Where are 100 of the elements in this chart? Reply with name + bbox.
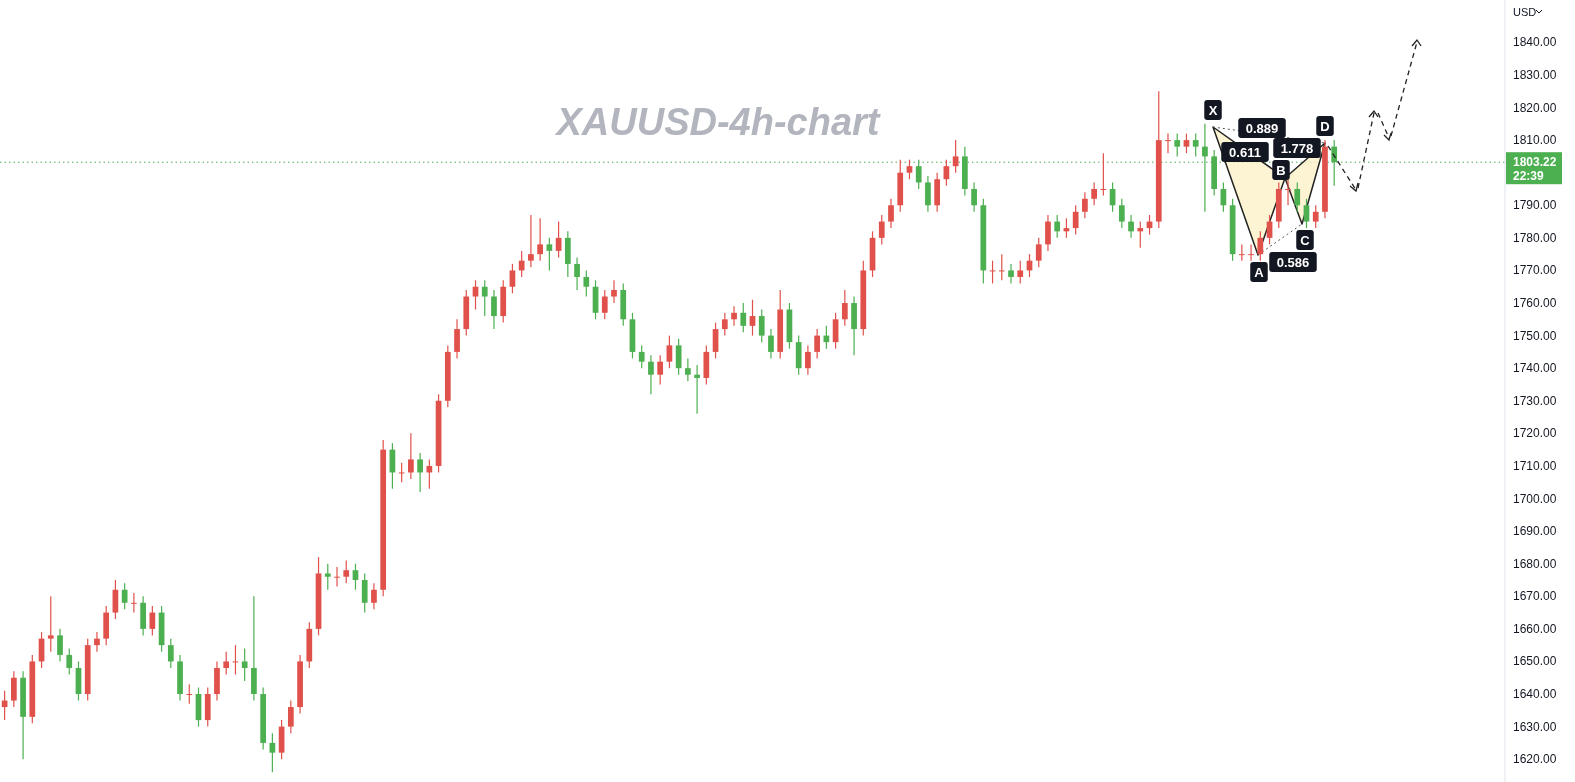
candlestick: [657, 354, 664, 386]
candlestick: [1165, 132, 1171, 154]
candlestick: [454, 318, 460, 360]
annotation: 0.611: [1229, 145, 1261, 160]
candlestick: [334, 566, 340, 588]
candlestick: [1054, 214, 1061, 239]
candlestick: [131, 592, 137, 614]
y-tick-label: 1700.00: [1513, 491, 1557, 506]
candlestick: [528, 214, 534, 268]
y-tick-label: 1690.00: [1513, 524, 1557, 539]
y-tick-label: 1780.00: [1513, 230, 1557, 245]
annotation: 0.889: [1245, 121, 1279, 136]
candlestick: [1238, 243, 1245, 262]
candlestick: [1072, 204, 1079, 236]
y-tick-label: 1730.00: [1513, 393, 1557, 408]
candlestick: [1091, 181, 1097, 206]
candlestick: [509, 263, 516, 294]
y-tick-label: 1750.00: [1513, 328, 1557, 343]
candlestick: [878, 214, 885, 245]
candlestick: [583, 269, 590, 298]
candlestick: [805, 344, 811, 376]
annotation: X: [1208, 103, 1218, 118]
candlestick: [149, 605, 156, 636]
annotation: 1.778: [1280, 141, 1314, 156]
y-tick-label: 1770.00: [1513, 263, 1557, 278]
candlestick: [491, 289, 497, 330]
candlestick: [223, 651, 230, 676]
candlestick: [694, 364, 700, 415]
candlestick: [601, 289, 608, 320]
y-tick-label: 1720.00: [1513, 426, 1557, 441]
annotation: 0.586: [1276, 255, 1310, 270]
candlestick: [731, 305, 737, 327]
candlestick: [971, 181, 977, 213]
candlestick: [1248, 243, 1254, 262]
annotation: D: [1320, 119, 1330, 134]
candlestick: [574, 256, 580, 291]
candlestick: [287, 699, 294, 734]
y-tick-label: 1820.00: [1513, 100, 1557, 115]
candlestick: [47, 595, 54, 653]
candlestick: [241, 647, 248, 682]
candlestick: [167, 638, 174, 669]
candlestick: [1035, 237, 1042, 268]
candlestick: [371, 582, 377, 610]
candlestick: [906, 159, 913, 180]
y-tick-label: 1790.00: [1513, 198, 1557, 213]
y-tick-label: 1680.00: [1513, 556, 1557, 571]
candlestick: [121, 582, 128, 610]
candlestick: [1100, 152, 1107, 197]
candlestick: [1118, 198, 1125, 229]
candlestick: [426, 458, 433, 490]
candlestick: [408, 432, 414, 480]
candlestick: [925, 175, 931, 213]
candlestick: [1285, 178, 1291, 206]
y-tick-label: 1630.00: [1513, 719, 1557, 734]
y-tick-label: 1810.00: [1513, 133, 1557, 148]
candlestick: [66, 647, 73, 676]
text: 22:39: [1513, 169, 1545, 184]
y-tick-label: 1670.00: [1513, 589, 1557, 604]
candlestick: [1174, 132, 1181, 157]
candlestick: [518, 250, 525, 278]
annotation: B: [1276, 163, 1286, 178]
candlestick: [186, 683, 193, 705]
candlestick: [324, 563, 331, 591]
candlestick: [666, 335, 673, 369]
candlestick: [361, 572, 368, 614]
candlestick: [998, 253, 1005, 281]
y-axis-title: USD: [1513, 6, 1537, 18]
candlestick: [1294, 181, 1301, 213]
ref-line-label: 1803.22: [1513, 155, 1557, 170]
candlestick: [1192, 132, 1199, 157]
candlestick: [1137, 220, 1144, 249]
text: XAUUSD-4h-chart: [554, 101, 881, 143]
candlestick: [537, 217, 543, 262]
candlestick: [1303, 198, 1310, 229]
y-tick-label: 1710.00: [1513, 458, 1557, 473]
candlestick: [685, 357, 691, 382]
candlestick: [94, 631, 100, 653]
candlestick: [888, 198, 894, 229]
candlestick: [1045, 214, 1051, 252]
candlestick: [841, 289, 848, 327]
candlestick: [398, 462, 405, 483]
candlestick: [740, 302, 747, 333]
candlestick: [1008, 263, 1014, 285]
y-tick-label: 1740.00: [1513, 361, 1557, 376]
candlestick: [648, 354, 654, 395]
candlestick: [768, 328, 774, 360]
candlestick: [1183, 132, 1190, 154]
annotation: A: [1254, 265, 1265, 280]
y-tick-label: 1840.00: [1513, 35, 1557, 50]
candlestick: [638, 344, 645, 369]
candlestick: [611, 279, 617, 304]
candlestick: [1257, 230, 1264, 262]
candlestick: [721, 312, 728, 337]
candlestick: [1082, 191, 1088, 219]
candlestick: [546, 237, 553, 272]
y-tick-label: 1660.00: [1513, 621, 1557, 636]
y-tick-label: 1650.00: [1513, 654, 1557, 669]
y-tick-label: 1640.00: [1513, 687, 1557, 702]
candlestick: [814, 328, 820, 360]
y-tick-label: 1830.00: [1513, 67, 1557, 82]
